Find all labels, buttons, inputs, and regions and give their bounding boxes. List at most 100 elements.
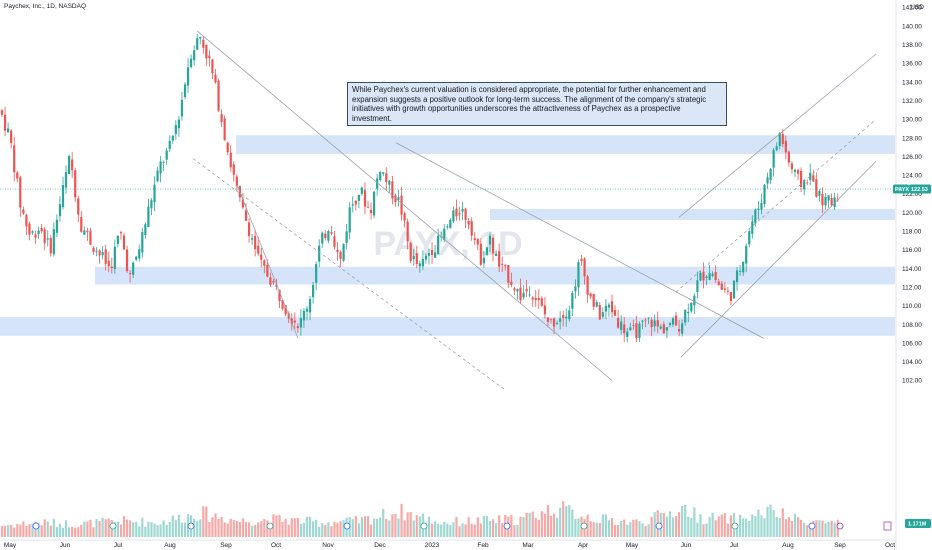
volume-bar xyxy=(113,521,116,537)
volume-bar xyxy=(205,506,208,537)
volume-bar xyxy=(406,512,409,537)
candle-body xyxy=(455,208,458,217)
volume-bar xyxy=(217,518,220,537)
y-tick-label: 102.00 xyxy=(902,378,922,385)
volume-bar xyxy=(665,516,668,537)
y-tick-label: 136.00 xyxy=(902,61,922,68)
candle-body xyxy=(305,308,309,312)
volume-bar xyxy=(473,524,476,537)
volume-bar xyxy=(287,524,290,537)
volume-bar xyxy=(220,516,223,537)
candle-body xyxy=(778,133,781,146)
candle-body xyxy=(674,315,678,326)
y-tick-label: 132.00 xyxy=(902,98,922,105)
candle-body xyxy=(809,172,812,181)
volume-bar xyxy=(13,527,16,537)
volume-bar xyxy=(305,516,309,537)
candle-body xyxy=(681,323,684,334)
x-tick-label: 2023 xyxy=(425,542,440,549)
volume-bar xyxy=(711,512,714,537)
volume-bar xyxy=(470,523,473,537)
volume-bar xyxy=(0,526,4,537)
candle-body xyxy=(427,253,431,256)
candle-body xyxy=(732,280,736,299)
volume-bar xyxy=(601,514,604,537)
volume-bar xyxy=(400,503,403,537)
volume-bar xyxy=(330,526,333,537)
volume-tag-value: 1.171M xyxy=(908,522,927,528)
candle-body xyxy=(360,187,363,194)
x-tick-label: May xyxy=(4,542,17,549)
candle-body xyxy=(482,257,485,264)
volume-bar xyxy=(793,513,797,537)
candle-body xyxy=(302,310,306,321)
volume-bar xyxy=(443,521,446,537)
candle-body xyxy=(562,315,565,319)
candle-body xyxy=(64,172,68,188)
candle-body xyxy=(650,319,653,328)
volume-bar xyxy=(424,522,428,537)
candle-body xyxy=(180,99,184,117)
volume-bar xyxy=(125,519,129,537)
y-tick-label: 138.00 xyxy=(902,42,922,49)
volume-bar xyxy=(446,523,449,537)
candle-body xyxy=(138,249,141,259)
candle-body xyxy=(708,273,711,281)
volume-bar xyxy=(52,518,55,537)
candle-body xyxy=(424,255,428,260)
volume-bar xyxy=(86,521,89,537)
volume-bar xyxy=(540,511,543,537)
volume-bar xyxy=(25,525,28,537)
annotation-note[interactable]: While Paychex's current valuation is con… xyxy=(347,82,727,126)
volume-bar xyxy=(138,526,141,537)
candle-body xyxy=(723,288,726,290)
dividend-marker xyxy=(343,522,351,530)
candle-body xyxy=(443,228,446,240)
volume-bar xyxy=(394,513,397,537)
candle-body xyxy=(717,281,720,286)
volume-bar xyxy=(498,515,501,537)
trendline xyxy=(196,30,613,381)
volume-bar xyxy=(479,523,482,537)
volume-bar xyxy=(476,517,479,537)
candle-body xyxy=(623,324,626,334)
volume-bar xyxy=(534,517,537,537)
candle-body xyxy=(95,250,98,252)
dividend-marker xyxy=(32,522,40,530)
candle-body xyxy=(110,266,113,269)
candle-body xyxy=(830,197,833,206)
candle-body xyxy=(491,237,495,254)
upcoming-event-marker xyxy=(836,522,844,530)
candle-body xyxy=(641,320,644,322)
volume-bar xyxy=(488,520,492,537)
volume-bar xyxy=(19,524,22,537)
volume-bar xyxy=(116,521,119,537)
volume-bar xyxy=(177,514,180,537)
y-tick-label: 142.00 xyxy=(902,5,922,12)
candle-body xyxy=(644,319,647,321)
volume-bar xyxy=(156,525,159,537)
volume-bar xyxy=(757,509,760,537)
candle-body xyxy=(665,327,668,331)
candle-body xyxy=(610,301,614,313)
volume-bar xyxy=(748,520,751,537)
candle-body xyxy=(116,235,119,244)
volume-bar xyxy=(754,516,757,537)
currency-label: USD xyxy=(910,4,924,11)
candle-body xyxy=(327,231,330,241)
candle-body xyxy=(543,305,546,315)
volume-bar xyxy=(522,517,525,537)
volume-bar xyxy=(308,516,312,537)
candle-body xyxy=(132,262,135,275)
volume-bar xyxy=(257,522,260,537)
candle-body xyxy=(504,264,507,267)
volume-bar xyxy=(412,520,415,537)
volume-bar xyxy=(678,512,681,537)
volume-bar xyxy=(653,512,656,537)
candle-body xyxy=(366,206,370,208)
dividend-marker xyxy=(187,522,195,530)
candle-body xyxy=(705,276,708,279)
volume-bar xyxy=(833,522,836,537)
candle-body xyxy=(208,55,211,59)
